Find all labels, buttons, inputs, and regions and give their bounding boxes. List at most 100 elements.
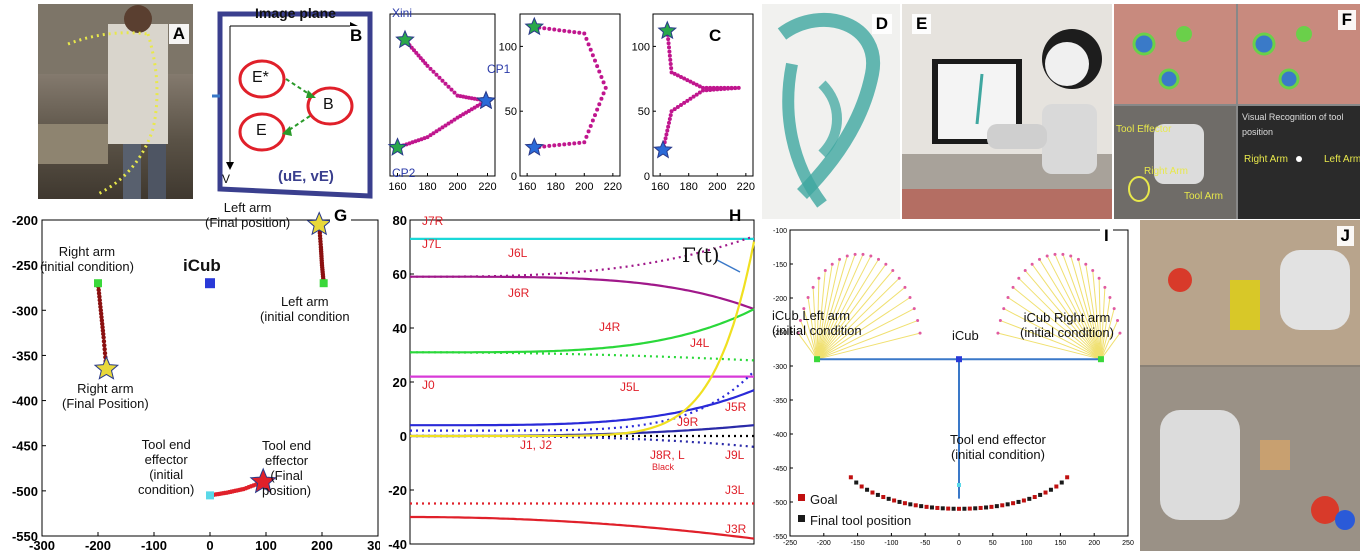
image-plane-title: Image plane bbox=[255, 5, 336, 21]
photo-panel-d: D bbox=[762, 4, 900, 219]
joint-label-j3l: J3L bbox=[725, 483, 745, 497]
gamma-label: Γ(t) bbox=[682, 243, 720, 267]
trajectory-point bbox=[547, 26, 552, 31]
photo-a-scene bbox=[38, 4, 193, 199]
right-fan-point bbox=[1112, 307, 1116, 311]
trajectory-point bbox=[691, 94, 696, 99]
left-fan-line bbox=[816, 286, 906, 360]
right-fan-point bbox=[1006, 295, 1010, 299]
joint-label-j8: J8R, L bbox=[650, 448, 685, 462]
coords-label: (uE, vE) bbox=[278, 168, 334, 185]
trajectory-point bbox=[96, 287, 101, 293]
panel-label-c: C bbox=[705, 26, 726, 46]
legend-final-label: Final tool position bbox=[810, 513, 912, 528]
end-star bbox=[524, 137, 545, 156]
trajectory-point bbox=[431, 131, 436, 136]
left-fan-line bbox=[816, 254, 856, 360]
trajectory-point bbox=[597, 102, 602, 107]
x-tick-label: 200 bbox=[575, 181, 593, 193]
trajectory-point bbox=[434, 129, 439, 134]
y-tick-label: -350 bbox=[773, 398, 787, 405]
trajectory-point bbox=[557, 28, 562, 33]
panel-label-j: J bbox=[1336, 226, 1354, 246]
start-star bbox=[395, 29, 415, 49]
plot-panel-h: 80 60 40 20 0 -20 -40 H Γ(t) J7R J7L J6L J6R J… bbox=[382, 200, 762, 551]
left-fan-point bbox=[861, 252, 865, 256]
plot-frame bbox=[652, 13, 754, 177]
plot-frame bbox=[389, 13, 496, 177]
trajectory-point bbox=[552, 27, 557, 32]
trajectory-point bbox=[669, 70, 674, 75]
x-tick-label: 100 bbox=[1021, 540, 1033, 547]
icub-center-label: iCub bbox=[952, 328, 979, 343]
y-tick-label: -250 bbox=[773, 330, 787, 337]
joint-label-j7r: J7R bbox=[422, 214, 444, 228]
x-tick-label: 300 bbox=[367, 538, 380, 551]
trajectory-point bbox=[409, 45, 414, 50]
node-e: E bbox=[256, 122, 267, 139]
joint-label-j6r: J6R bbox=[508, 286, 530, 300]
right-fan-line bbox=[1000, 320, 1102, 360]
y-tick-label: 100 bbox=[499, 41, 517, 53]
photo-e-scene bbox=[902, 29, 1112, 219]
j9r-line bbox=[410, 424, 755, 438]
right-arm-label: Right Arm bbox=[1144, 166, 1188, 177]
x-tick-label: 0 bbox=[957, 540, 961, 547]
left-fan-line bbox=[816, 264, 833, 360]
panel-i-plot: -100-150-200-250-300-350-400-450-500-550… bbox=[773, 228, 1134, 547]
y-tick-label: -20 bbox=[388, 483, 407, 498]
trajectory-point bbox=[668, 62, 673, 67]
y-tick-label: -550 bbox=[12, 529, 38, 544]
trajectory-point bbox=[542, 144, 547, 149]
trajectory-point bbox=[688, 79, 693, 84]
trajectory-point bbox=[423, 61, 428, 66]
goal-point bbox=[886, 496, 891, 501]
left-fan-point bbox=[796, 331, 800, 335]
tool-final-star bbox=[249, 467, 277, 494]
start-star bbox=[524, 16, 545, 36]
left-fan-line bbox=[816, 277, 900, 360]
left-arm-final-star bbox=[306, 211, 332, 236]
trajectory-point bbox=[729, 86, 734, 91]
trajectory-point bbox=[567, 29, 572, 34]
right-fan-point bbox=[1097, 276, 1101, 280]
goal-point bbox=[1048, 487, 1053, 492]
trajectory-point bbox=[667, 53, 672, 58]
right-fan-line bbox=[1031, 263, 1102, 360]
trajectory-point bbox=[437, 75, 442, 80]
trajectory-point bbox=[101, 335, 106, 340]
right-arm-final-star bbox=[93, 355, 120, 380]
right-fan-line bbox=[1046, 255, 1102, 360]
trajectory-point bbox=[418, 56, 423, 61]
icub-marker bbox=[205, 278, 215, 289]
trajectory-point bbox=[718, 87, 723, 92]
trajectory-point bbox=[416, 138, 421, 143]
trajectory-point bbox=[414, 50, 419, 55]
left-fan-line bbox=[816, 255, 872, 360]
goal-point bbox=[870, 490, 875, 495]
y-tick-label: -450 bbox=[12, 439, 38, 454]
trajectory-point bbox=[410, 140, 415, 145]
trajectory-point bbox=[443, 81, 448, 86]
trajectory-point bbox=[96, 291, 102, 296]
right-fan-point bbox=[1108, 295, 1112, 299]
right-arm-initial-marker bbox=[94, 279, 102, 288]
x-tick-label: 160 bbox=[388, 181, 406, 193]
goal-point bbox=[1027, 496, 1032, 501]
plots-panel-c: 160 180 200 220 160 180 200 220 0 50 100 160 180 200 2… bbox=[380, 4, 760, 199]
trajectory-point bbox=[667, 120, 671, 125]
goal-point bbox=[962, 506, 967, 511]
panel-g-plot: -200-250-300-350-400-450-500-550-300 -200… bbox=[12, 211, 380, 551]
left-fan-point bbox=[908, 295, 912, 299]
trajectory-point bbox=[595, 64, 600, 69]
photo-j-scene bbox=[1140, 220, 1360, 551]
trajectory-point bbox=[572, 141, 577, 146]
x-tick-label: -100 bbox=[141, 538, 167, 551]
trajectory-point bbox=[440, 78, 445, 83]
x-tick-label: 200 bbox=[448, 181, 466, 193]
trajectory-point bbox=[99, 318, 105, 323]
trajectory-point bbox=[577, 140, 582, 145]
icub-marker bbox=[956, 356, 962, 363]
trajectory-point bbox=[101, 339, 107, 344]
right-fan-point bbox=[1118, 331, 1122, 335]
